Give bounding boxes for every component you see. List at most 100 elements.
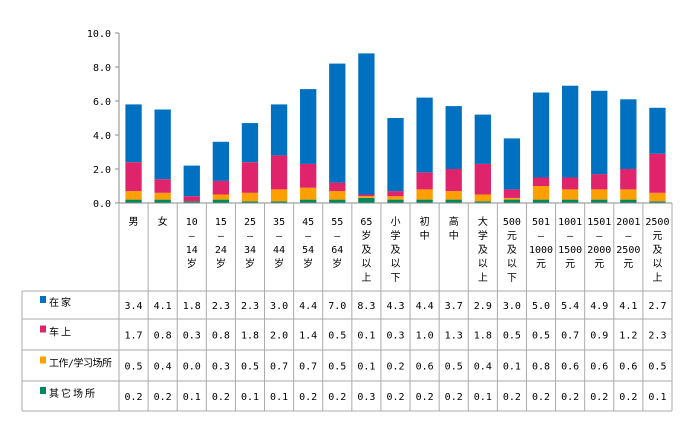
data-table-cell: 0.5 — [125, 362, 143, 373]
data-table-cell: 4.4 — [416, 301, 434, 312]
bar-segment — [241, 123, 259, 163]
category-label: 35 — [273, 217, 285, 228]
data-table-cell: 2.3 — [648, 331, 666, 342]
category-label: 及 — [507, 244, 517, 256]
data-table-cell: 0.2 — [590, 392, 608, 403]
legend-label: 在家 — [49, 296, 73, 309]
category-label: 岁 — [187, 257, 197, 270]
category-label: 以 — [478, 259, 488, 270]
category-label: 岁 — [245, 257, 255, 270]
data-table-cell: 0.3 — [212, 362, 230, 373]
data-table-cell: 4.4 — [299, 301, 317, 312]
bar-segment — [125, 104, 142, 163]
category-label: – — [247, 231, 254, 242]
data-table-cell: 8.3 — [357, 301, 375, 312]
bar-segment — [561, 177, 579, 190]
bar-segment — [387, 196, 404, 200]
category-label: 高 — [449, 215, 459, 228]
bar-segment — [591, 199, 608, 203]
legend-swatch — [40, 387, 46, 394]
data-table-cell: 0.2 — [386, 362, 404, 373]
category-label: 上 — [478, 272, 488, 284]
category-label: 34 — [244, 245, 256, 256]
bar-segment — [532, 199, 550, 203]
data-table-cell: 5.4 — [561, 301, 579, 312]
data-table-cell: 4.1 — [619, 301, 637, 312]
bar-segment — [620, 189, 637, 200]
data-table-cell: 0.8 — [532, 362, 550, 373]
data-table-cell: 0.7 — [299, 362, 317, 373]
category-label: 1500 — [558, 245, 582, 256]
category-label: 10 — [186, 217, 198, 228]
data-table-cell: 0.2 — [532, 392, 550, 403]
data-table-cell: 0.2 — [561, 392, 579, 403]
bar-segment — [300, 187, 317, 200]
bar-segment — [561, 199, 579, 203]
category-label: 中 — [449, 229, 459, 242]
category-label: – — [567, 231, 574, 242]
data-table-cell: 0.4 — [474, 362, 492, 373]
data-table-cell: 0.0 — [183, 362, 201, 373]
bar-segment — [329, 63, 346, 183]
bar-segment — [474, 163, 491, 195]
y-tick-label: 4.0 — [93, 131, 111, 142]
bar-segment — [474, 114, 491, 164]
bar-segment — [532, 186, 550, 200]
bar-segment — [649, 153, 666, 193]
category-label: 岁 — [274, 257, 284, 270]
data-table-cell: 0.6 — [416, 362, 434, 373]
data-table-cell: 2.3 — [241, 301, 259, 312]
data-table-cell: 0.5 — [445, 362, 463, 373]
category-label: 元 — [652, 231, 662, 242]
y-tick-label: 6.0 — [93, 97, 111, 108]
category-label: 54 — [302, 245, 314, 256]
category-label: 500 — [503, 217, 521, 228]
bar-segment — [154, 179, 171, 193]
data-table-cell: 2.7 — [648, 301, 666, 312]
bar-segment — [183, 165, 200, 197]
category-label: 45 — [302, 217, 314, 228]
data-table-cell: 1.8 — [183, 301, 201, 312]
bar-segment — [125, 162, 142, 192]
data-table-cell: 0.3 — [183, 331, 201, 342]
category-label: 以 — [652, 259, 662, 270]
data-table-cell: 0.5 — [532, 331, 550, 342]
data-table-cell: 0.2 — [154, 392, 172, 403]
data-table-cell: 0.2 — [212, 392, 230, 403]
category-label: 下 — [391, 273, 401, 284]
category-label: 2001 — [616, 217, 640, 228]
data-table-cell: 0.2 — [125, 392, 143, 403]
bar-segment — [387, 118, 404, 192]
bar-segment — [620, 199, 637, 203]
bar-segment — [445, 169, 462, 192]
bar-segment — [591, 189, 608, 200]
bar-segment — [358, 196, 375, 198]
y-tick-label: 8.0 — [93, 63, 111, 74]
category-label: 学 — [478, 229, 488, 242]
data-table-cell: 1.4 — [299, 331, 317, 342]
data-table-cell: 0.2 — [503, 392, 521, 403]
bar-segment — [329, 191, 346, 200]
bar-segment — [241, 201, 259, 203]
data-table-cell: 0.3 — [357, 392, 375, 403]
bar-segment — [154, 109, 171, 180]
data-table-cell: 0.1 — [357, 331, 375, 342]
category-label: 以 — [391, 259, 401, 270]
bar-segment — [416, 189, 433, 200]
category-label: 岁 — [303, 257, 313, 270]
category-label: 1000 — [529, 245, 553, 256]
bar-segment — [183, 201, 200, 203]
bar-segment — [649, 107, 666, 154]
data-table-cell: 1.8 — [241, 331, 259, 342]
category-label: 岁 — [216, 257, 226, 270]
bar-segment — [154, 199, 171, 203]
data-table-cell: 0.4 — [154, 362, 172, 373]
category-label: 下 — [507, 273, 517, 284]
bar-segment — [270, 189, 288, 202]
data-table-cell: 0.7 — [270, 362, 288, 373]
data-table-cell: 0.5 — [328, 362, 346, 373]
bar-segment — [270, 201, 288, 203]
bar-segment — [212, 194, 230, 200]
category-label: 中 — [420, 229, 430, 242]
